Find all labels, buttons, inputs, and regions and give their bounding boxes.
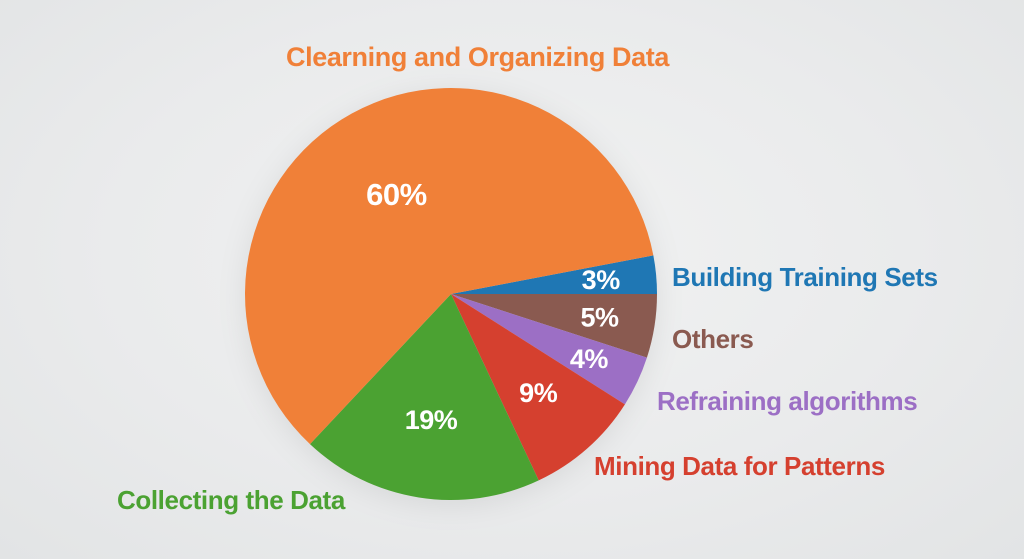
slice-label-refraining-algorithms: Refraining algorithms (657, 386, 918, 416)
pie-value-label-1: 5% (580, 303, 619, 333)
slice-label-building-training-sets: Building Training Sets (672, 262, 938, 292)
pie-value-label-3: 9% (519, 378, 558, 408)
pie-slice-3 (451, 294, 625, 481)
pie-value-label-5: 60% (366, 177, 427, 212)
pie-slice-1 (451, 294, 657, 358)
slice-label-others: Others (672, 324, 754, 354)
pie-slice-5 (244, 88, 654, 445)
pie-value-label-4: 19% (405, 405, 458, 435)
pie-value-label-2: 4% (570, 344, 609, 374)
pie-slice-2 (451, 294, 647, 405)
slice-label-mining-data-for-patterns: Mining Data for Patterns (594, 451, 885, 481)
pie-slices: 3% 5% 4% 9% 19% 60% (244, 88, 657, 500)
slice-label-collecting-the-data: Collecting the Data (117, 485, 345, 515)
pie-slice-0 (451, 255, 657, 294)
slice-label-cleaning-organizing: Clearning and Organizing Data (286, 42, 669, 72)
pie-slice-4 (309, 294, 539, 500)
pie-value-label-0: 3% (582, 265, 621, 295)
